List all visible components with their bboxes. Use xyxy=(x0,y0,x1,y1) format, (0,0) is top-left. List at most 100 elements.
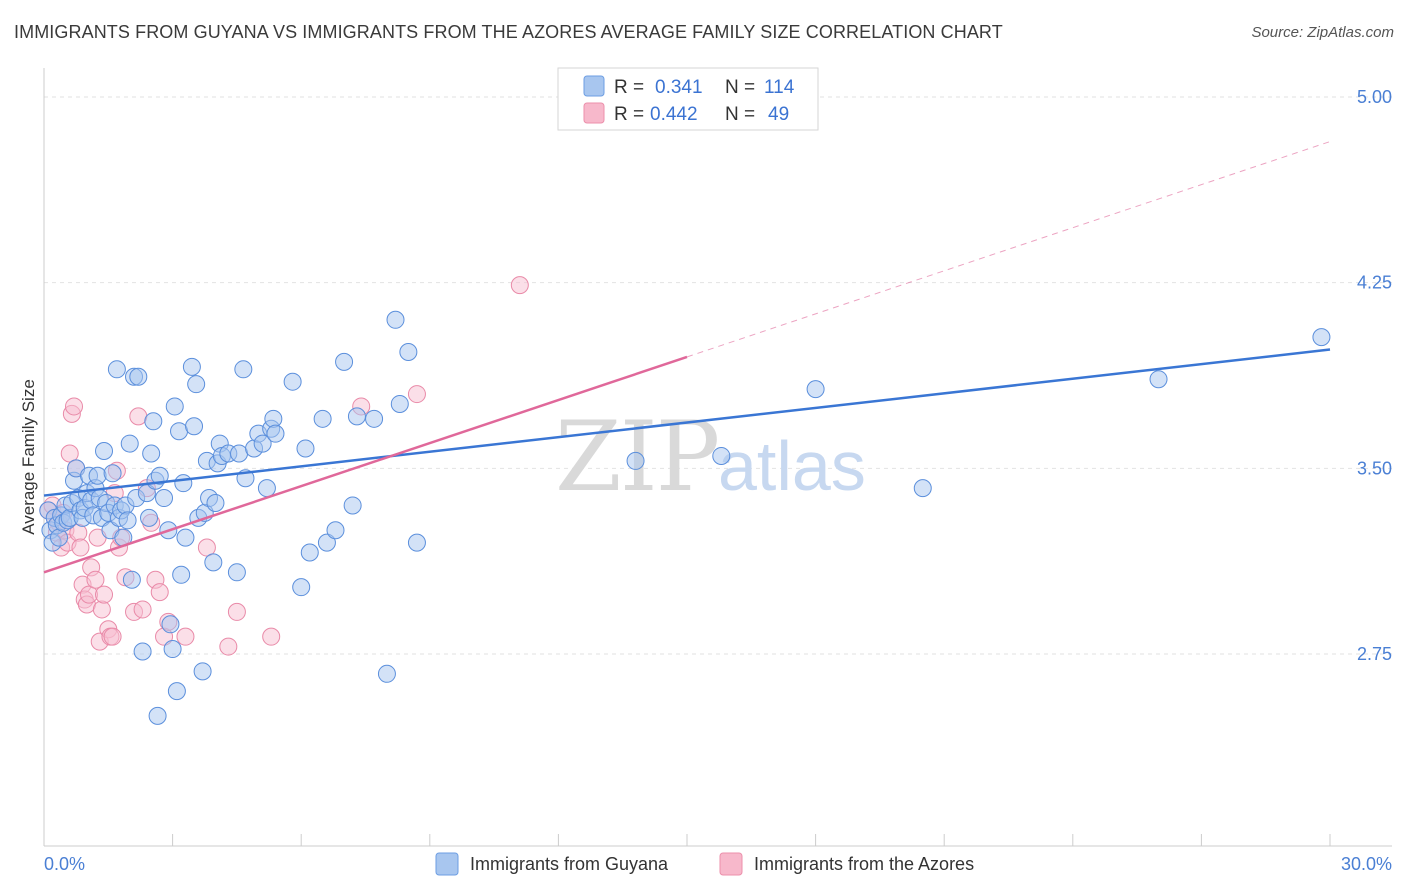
guyana-point xyxy=(264,409,283,428)
y-tick-label: 3.50 xyxy=(1357,458,1392,478)
azores-point xyxy=(510,276,529,295)
guyana-point xyxy=(712,446,731,465)
guyana-point xyxy=(140,508,159,527)
guyana-point xyxy=(253,434,272,453)
guyana-point xyxy=(50,528,69,547)
guyana-point xyxy=(172,565,191,584)
legend-r-label-guyana: R = xyxy=(614,77,644,98)
guyana-point xyxy=(234,360,253,379)
azores-point xyxy=(129,407,148,426)
guyana-point xyxy=(95,442,114,461)
azores-trend-line xyxy=(43,355,688,574)
trend-lines xyxy=(43,141,1331,574)
guyana-point xyxy=(230,444,249,463)
azores-point xyxy=(227,602,246,621)
guyana-point xyxy=(103,464,122,483)
azores-point xyxy=(103,627,122,646)
x-tick-label-min: 0.0% xyxy=(44,854,85,874)
guyana-point xyxy=(167,682,186,701)
guyana-point xyxy=(296,439,315,458)
guyana-point xyxy=(155,489,174,508)
guyana-point xyxy=(806,380,825,399)
guyana-point xyxy=(165,397,184,416)
guyana-point xyxy=(1312,328,1331,347)
series-legend: Immigrants from Guyana Immigrants from t… xyxy=(435,852,974,876)
guyana-trend-line xyxy=(43,348,1331,497)
legend-swatch-azores xyxy=(583,102,605,124)
guyana-point xyxy=(187,375,206,394)
guyana-point xyxy=(107,360,126,379)
guyana-point xyxy=(163,640,182,659)
guyana-point xyxy=(176,528,195,547)
guyana-points xyxy=(39,310,1331,725)
chart-title: IMMIGRANTS FROM GUYANA VS IMMIGRANTS FRO… xyxy=(14,22,1003,42)
guyana-point xyxy=(335,352,354,371)
legend-n-label-guyana: N = xyxy=(725,77,755,98)
stats-legend: R = 0.341 N = 114 R = 0.442 N = 49 xyxy=(557,67,819,131)
legend-swatch-guyana xyxy=(583,75,605,97)
guyana-point xyxy=(144,412,163,431)
legend-n-label-azores: N = xyxy=(725,104,755,125)
azores-point xyxy=(262,627,281,646)
series-legend-swatch-guyana xyxy=(435,852,459,876)
guyana-point xyxy=(1149,370,1168,389)
azores-point xyxy=(176,627,195,646)
guyana-point xyxy=(182,357,201,376)
guyana-point xyxy=(266,424,285,443)
azores-point xyxy=(92,600,111,619)
guyana-point xyxy=(142,444,161,463)
azores-point xyxy=(65,397,84,416)
y-tick-label: 2.75 xyxy=(1357,644,1392,664)
guyana-point xyxy=(133,642,152,661)
guyana-point xyxy=(120,434,139,453)
guyana-point xyxy=(326,521,345,540)
guyana-point xyxy=(313,409,332,428)
guyana-point xyxy=(88,466,107,485)
y-tick-labels: 2.75 3.50 4.25 5.00 xyxy=(1357,87,1392,664)
guyana-point xyxy=(148,706,167,725)
guyana-point xyxy=(161,615,180,634)
azores-trend-extension xyxy=(686,141,1331,358)
guyana-point xyxy=(150,466,169,485)
guyana-point xyxy=(185,417,204,436)
y-tick-label: 5.00 xyxy=(1357,87,1392,107)
guyana-point xyxy=(317,533,336,552)
series-legend-label-guyana: Immigrants from Guyana xyxy=(470,854,669,874)
azores-point xyxy=(71,538,90,557)
legend-n-value-azores: 49 xyxy=(768,104,789,125)
guyana-point xyxy=(913,479,932,498)
series-legend-label-azores: Immigrants from the Azores xyxy=(754,854,974,874)
guyana-point xyxy=(204,553,223,572)
azores-point xyxy=(407,385,426,404)
legend-n-value-guyana: 114 xyxy=(764,77,795,98)
guyana-point xyxy=(300,543,319,562)
guyana-point xyxy=(343,496,362,515)
grid-lines xyxy=(44,96,1392,655)
azores-point xyxy=(219,637,238,656)
guyana-point xyxy=(377,664,396,683)
legend-r-value-azores: 0.442 xyxy=(650,104,698,125)
legend-r-value-guyana: 0.341 xyxy=(655,77,703,98)
guyana-point xyxy=(118,511,137,530)
guyana-point xyxy=(283,372,302,391)
azores-point xyxy=(60,444,79,463)
guyana-point xyxy=(122,570,141,589)
guyana-point xyxy=(626,451,645,470)
guyana-point xyxy=(170,422,189,441)
series-legend-swatch-azores xyxy=(719,852,743,876)
guyana-point xyxy=(365,409,384,428)
azores-point xyxy=(133,600,152,619)
y-axis-title: Average Family Size xyxy=(19,379,38,535)
guyana-point xyxy=(390,394,409,413)
guyana-point xyxy=(347,407,366,426)
watermark: ZIP atlas xyxy=(555,401,866,513)
guyana-point xyxy=(193,662,212,681)
legend-r-label-azores: R = xyxy=(614,104,644,125)
watermark-atlas: atlas xyxy=(718,427,866,505)
azores-point xyxy=(86,570,105,589)
x-tick-labels: 0.0% 30.0% xyxy=(44,854,1392,874)
azores-point xyxy=(95,585,114,604)
azores-point xyxy=(197,538,216,557)
guyana-point xyxy=(399,342,418,361)
